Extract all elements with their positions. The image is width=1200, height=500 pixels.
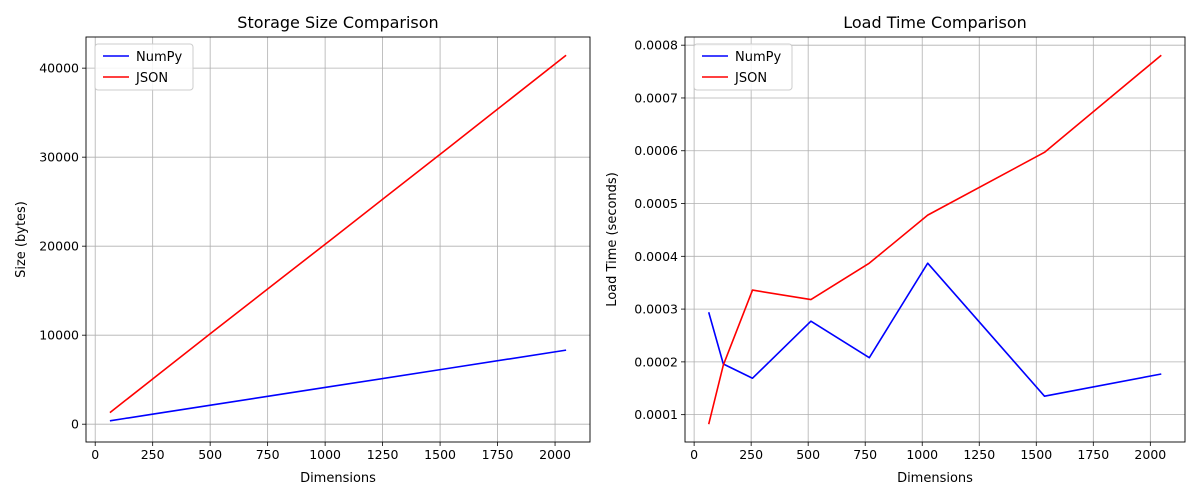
chart2-y-tick-label: 0.0001: [634, 407, 678, 422]
chart2-x-axis-label: Dimensions: [897, 471, 973, 486]
chart2-y-tick-label: 0.0005: [634, 196, 678, 211]
chart1-y-tick-label: 0: [71, 417, 79, 432]
chart2-y-tick-label: 0.0007: [634, 90, 678, 105]
chart1-x-tick-label: 1250: [367, 447, 399, 462]
chart1-y-tick-label: 10000: [39, 328, 79, 343]
chart2-legend-label-json: JSON: [734, 71, 767, 86]
chart1-x-tick-label: 750: [256, 447, 280, 462]
chart1-x-tick-label: 500: [198, 447, 222, 462]
chart2-series-line-json: [707, 54, 1162, 425]
chart1-axes-frame: [85, 36, 591, 443]
chart1-x-tick-label: 250: [141, 447, 165, 462]
chart1-legend-label-numpy: NumPy: [136, 50, 182, 65]
chart1-y-tick-label: 30000: [39, 150, 79, 165]
chart2-x-tick-label: 1250: [963, 447, 995, 462]
chart1-y-tick-label: 20000: [39, 239, 79, 254]
chart1-x-tick-label: 1750: [482, 447, 514, 462]
chart1-x-axis-label: Dimensions: [300, 471, 376, 486]
chart1-x-tick-label: 1500: [424, 447, 456, 462]
chart2-series-line-numpy: [707, 262, 1162, 397]
chart1-y-axis-label: Size (bytes): [14, 201, 29, 278]
chart2-axes-frame: [684, 36, 1186, 443]
chart1-title: Storage Size Comparison: [237, 13, 438, 32]
chart2-x-tick-label: 500: [796, 447, 820, 462]
chart2-y-axis-label: Load Time (seconds): [605, 172, 620, 307]
chart1-series-line-numpy: [109, 349, 567, 422]
chart1-series-line-json: [109, 54, 567, 414]
chart2-x-tick-label: 1500: [1020, 447, 1052, 462]
chart1-x-tick-label: 1000: [309, 447, 341, 462]
chart2-y-tick-label: 0.0004: [634, 249, 678, 264]
chart2-y-tick-label: 0.0002: [634, 354, 678, 369]
chart1-x-tick-label: 2000: [539, 447, 571, 462]
chart2-x-tick-label: 750: [853, 447, 877, 462]
chart2-y-tick-label: 0.0003: [634, 302, 678, 317]
chart2-x-tick-label: 0: [690, 447, 698, 462]
chart2-x-tick-label: 1750: [1077, 447, 1109, 462]
chart2-x-tick-label: 2000: [1134, 447, 1166, 462]
chart2-title: Load Time Comparison: [843, 13, 1027, 32]
chart2-y-tick-label: 0.0006: [634, 143, 678, 158]
chart1-x-tick-label: 0: [91, 447, 99, 462]
chart1-legend-label-json: JSON: [135, 71, 168, 86]
chart2-x-tick-label: 1000: [906, 447, 938, 462]
chart2-y-tick-label: 0.0008: [634, 38, 678, 53]
chart2-x-tick-label: 250: [739, 447, 763, 462]
chart1-y-tick-label: 40000: [39, 61, 79, 76]
chart2-legend-label-numpy: NumPy: [735, 50, 781, 65]
